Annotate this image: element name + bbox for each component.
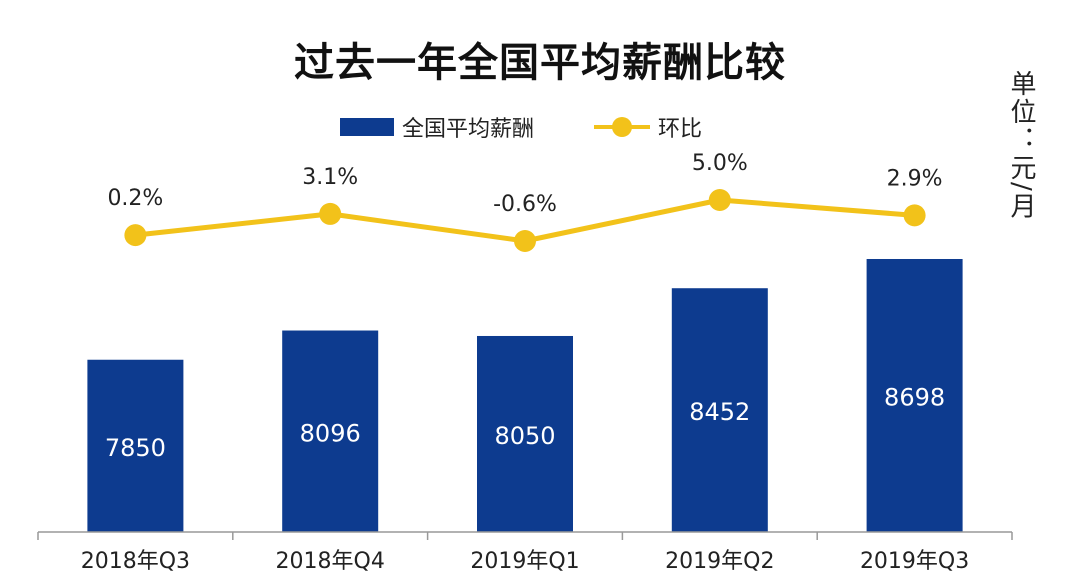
- legend-label-mom: 环比: [658, 117, 703, 142]
- line-value-label-2: -0.6%: [493, 192, 557, 217]
- x-tick-label-0: 2018年Q3: [81, 549, 190, 574]
- bar-value-label-2: 8050: [494, 422, 555, 450]
- line-point-1: [319, 202, 342, 225]
- bar-value-label-3: 8452: [689, 398, 750, 426]
- legend-label-salary: 全国平均薪酬: [402, 117, 535, 142]
- line-value-label-0: 0.2%: [107, 186, 163, 211]
- x-tick-label-1: 2018年Q4: [276, 549, 385, 574]
- unit-label: 单位：元/月: [1006, 70, 1036, 221]
- x-tick-label-4: 2019年Q3: [860, 549, 969, 574]
- bar-value-label-0: 7850: [105, 434, 166, 462]
- legend-bar-swatch: [340, 118, 394, 136]
- line-value-label-3: 5.0%: [692, 151, 748, 176]
- x-tick-label-3: 2019年Q2: [665, 549, 774, 574]
- legend: 全国平均薪酬 环比: [340, 110, 762, 144]
- legend-item-salary: 全国平均薪酬: [340, 111, 534, 143]
- bar-value-label-1: 8096: [300, 419, 361, 447]
- line-value-label-1: 3.1%: [302, 165, 358, 190]
- bar-0: [87, 359, 184, 532]
- line-point-2: [514, 230, 536, 252]
- legend-item-mom: 环比: [594, 111, 702, 143]
- line-value-label-4: 2.9%: [887, 166, 943, 191]
- bar-value-label-4: 8698: [884, 383, 945, 411]
- line-point-0: [124, 224, 147, 247]
- bar-2: [477, 335, 573, 532]
- bar-4: [866, 258, 963, 532]
- legend-line-swatch: [594, 117, 651, 137]
- line-point-3: [708, 189, 731, 211]
- x-tick-label-2: 2019年Q1: [470, 549, 579, 574]
- bar-3: [671, 288, 768, 532]
- line-point-4: [903, 204, 926, 227]
- bar-1: [282, 330, 379, 532]
- chart-title: 过去一年全国平均薪酬比较: [294, 40, 786, 86]
